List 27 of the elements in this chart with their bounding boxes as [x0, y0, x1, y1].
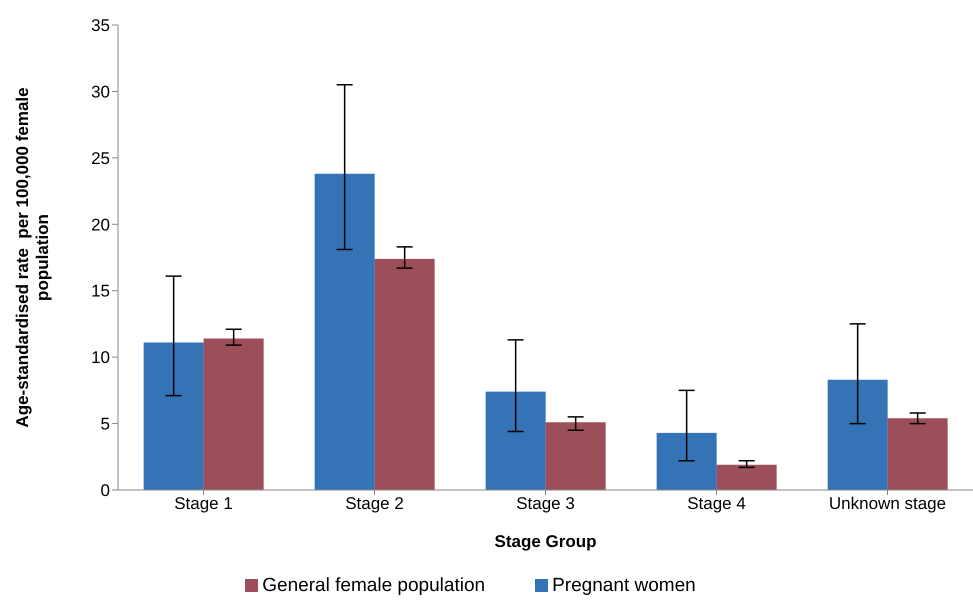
bar [204, 338, 264, 490]
y-tick-label: 10 [91, 348, 110, 368]
bar [656, 432, 717, 490]
x-tick-label: Stage 4 [687, 494, 746, 514]
bar [374, 258, 435, 490]
x-tick-label: Unknown stage [828, 494, 946, 514]
bar [546, 422, 606, 490]
legend-label: Pregnant women [552, 575, 696, 596]
y-tick-label: 20 [91, 215, 110, 234]
y-tick-label: 35 [91, 16, 110, 36]
bar [144, 342, 204, 490]
x-axis-title: Stage Group [494, 532, 597, 551]
y-tick-label: 0 [100, 481, 110, 500]
x-tick-label: Stage 1 [174, 494, 233, 514]
bar [716, 464, 777, 490]
x-tick-label: Stage 2 [345, 494, 404, 514]
bar [828, 380, 888, 490]
bar [486, 392, 546, 490]
bar [314, 174, 375, 490]
x-tick-label: Stage 3 [516, 494, 575, 514]
y-tick-label: 30 [91, 82, 110, 102]
bar [888, 418, 948, 490]
y-axis-title: Age-standardised rate per 100,000 female population [13, 87, 52, 428]
y-tick-label: 5 [100, 414, 110, 434]
y-tick-label: 25 [91, 148, 110, 168]
legend-label: General female population [262, 575, 486, 596]
y-tick-label: 15 [91, 282, 110, 301]
